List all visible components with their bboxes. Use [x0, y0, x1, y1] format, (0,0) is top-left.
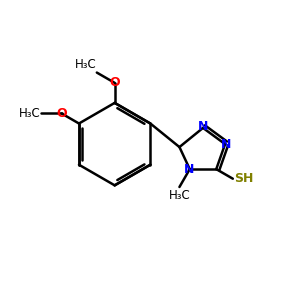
Text: SH: SH	[234, 172, 254, 185]
Text: O: O	[56, 107, 67, 120]
Text: N: N	[184, 163, 194, 176]
Text: H₃C: H₃C	[19, 107, 40, 120]
Text: H₃C: H₃C	[75, 58, 97, 71]
Text: H₃C: H₃C	[169, 189, 190, 202]
Text: N: N	[198, 120, 208, 133]
Text: N: N	[221, 138, 232, 151]
Text: O: O	[110, 76, 120, 89]
